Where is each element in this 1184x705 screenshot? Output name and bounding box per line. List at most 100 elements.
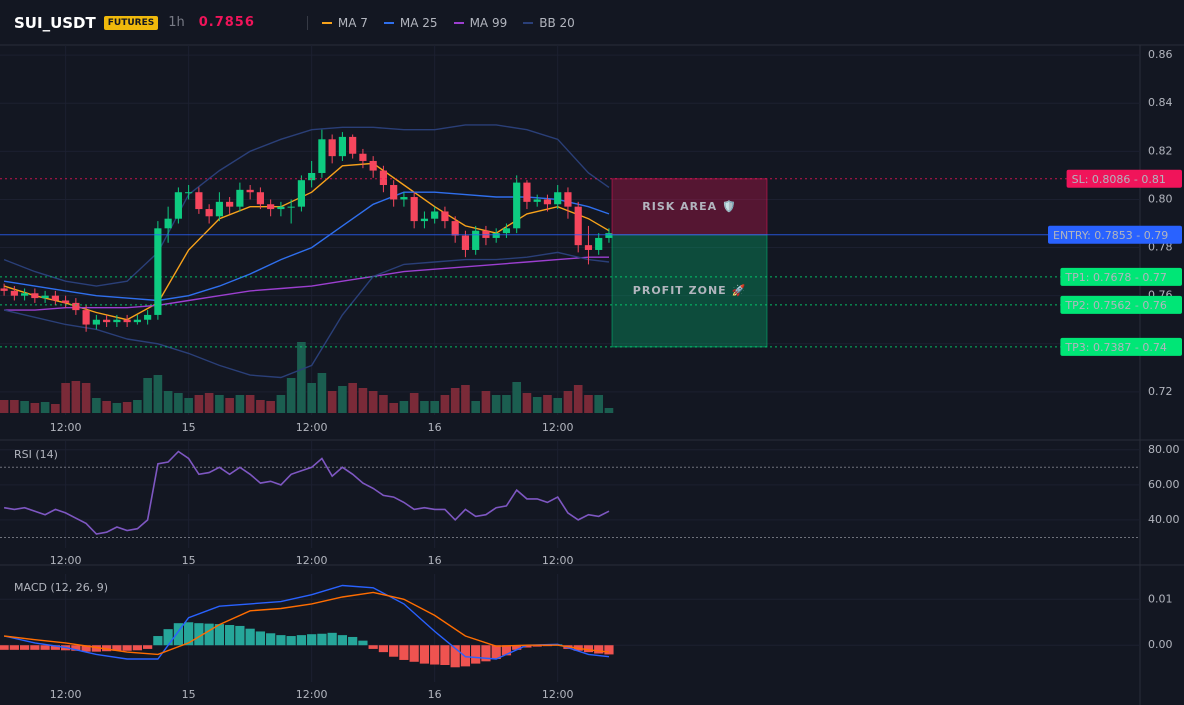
legend-item[interactable]: MA 25	[383, 16, 438, 30]
volume-bar	[204, 393, 214, 413]
x-tick-label: 12:00	[50, 421, 82, 434]
macd-histogram	[450, 645, 460, 668]
candle-body	[605, 233, 613, 238]
volume-bar	[543, 395, 552, 413]
x-tick-label: 12:00	[542, 421, 574, 434]
candle-body	[420, 218, 429, 222]
level-tag-bg	[1060, 267, 1182, 286]
volume-bar	[81, 383, 91, 413]
legend-item[interactable]: BB 20	[523, 16, 575, 30]
volume-bar	[358, 388, 368, 413]
market-badge: FUTURES	[103, 15, 159, 30]
candle-body	[328, 139, 336, 157]
volume-bar	[143, 378, 152, 413]
volume-bar	[20, 401, 29, 413]
y-tick-label: 40.00	[1148, 513, 1180, 526]
volume-bar	[584, 395, 593, 413]
volume-bar	[379, 395, 388, 413]
volume-bar	[215, 395, 224, 413]
volume-bar	[471, 401, 480, 413]
volume-bar	[307, 383, 316, 413]
level-tag-bg	[1048, 225, 1182, 244]
macd-histogram	[583, 645, 594, 653]
candle-body	[431, 211, 439, 219]
macd-histogram	[204, 623, 214, 646]
macd-histogram	[112, 645, 122, 651]
y-tick-label: 0.86	[1148, 48, 1173, 61]
candle-body	[584, 245, 593, 250]
candle-body	[513, 182, 521, 229]
macd-histogram	[225, 625, 235, 646]
macd-histogram	[368, 645, 378, 649]
header: SUI_USDT FUTURES 1h 0.7856 MA 7 MA 25 MA 9…	[0, 0, 1184, 45]
macd-histogram	[173, 623, 183, 646]
macd-histogram	[481, 645, 491, 662]
macd-histogram	[19, 645, 30, 650]
macd-histogram	[430, 645, 440, 665]
candle-body	[133, 319, 141, 323]
x-tick-label: 15	[182, 688, 196, 701]
candle-body	[195, 192, 203, 210]
x-tick-label: 12:00	[296, 554, 328, 567]
candle-body	[338, 136, 346, 157]
candle-body	[472, 230, 480, 250]
volume-bar	[512, 382, 521, 413]
x-tick-label: 12:00	[50, 688, 82, 701]
macd-histogram	[255, 631, 266, 646]
macd-histogram	[194, 623, 204, 646]
volume-bar	[461, 385, 470, 413]
macd-histogram	[512, 645, 522, 650]
macd-histogram	[153, 636, 163, 646]
macd-histogram	[594, 645, 604, 654]
candle-body	[595, 237, 603, 250]
level-tag: TP1: 0.7678 - 0.77	[1064, 271, 1167, 284]
macd-histogram	[30, 645, 40, 650]
macd-histogram	[122, 645, 132, 651]
candle-body	[564, 192, 572, 207]
x-tick-label: 15	[182, 554, 196, 567]
candle-body	[185, 192, 193, 194]
volume-bar	[51, 404, 60, 413]
candle-body	[287, 206, 295, 208]
volume-bar	[348, 383, 357, 413]
volume-bar	[522, 393, 532, 413]
candle-body	[205, 209, 213, 217]
macd-histogram	[296, 635, 307, 646]
candle-body	[174, 192, 182, 219]
volume-bar	[286, 378, 296, 413]
legend-swatch	[383, 21, 394, 24]
zone	[611, 178, 768, 236]
candle-body	[369, 160, 377, 171]
legend-label: MA 99	[469, 15, 508, 30]
volume-bar	[389, 403, 398, 413]
volume-bar	[399, 401, 409, 413]
candle-body	[308, 172, 316, 181]
legend-item[interactable]: MA 99	[453, 15, 508, 30]
macd-histogram	[419, 645, 430, 664]
candle-body	[410, 197, 418, 222]
candle-body	[390, 185, 398, 200]
candle-body	[277, 206, 285, 210]
legend-item[interactable]: MA 7	[321, 16, 368, 30]
macd-histogram	[50, 645, 60, 650]
candle-body	[103, 319, 111, 323]
volume-bar	[102, 401, 111, 413]
candle-body	[574, 206, 582, 246]
interval[interactable]: 1h	[168, 15, 185, 30]
ma-line	[4, 256, 609, 311]
macd-histogram	[501, 645, 512, 656]
candle-body	[349, 136, 357, 154]
level-tag: SL: 0.8086 - 0.81	[1072, 173, 1166, 186]
macd-histogram	[286, 636, 296, 646]
volume-bar	[194, 395, 204, 413]
macd-histogram	[9, 645, 19, 650]
volume-bar	[450, 388, 460, 413]
macd-histogram	[604, 645, 614, 655]
volume-bar	[563, 391, 573, 413]
volume-bar	[491, 395, 501, 413]
panel-title: MACD (12, 26, 9)	[14, 581, 108, 594]
bb-lower	[3, 251, 610, 379]
candle-body	[523, 182, 531, 202]
macd-histogram	[358, 640, 368, 646]
